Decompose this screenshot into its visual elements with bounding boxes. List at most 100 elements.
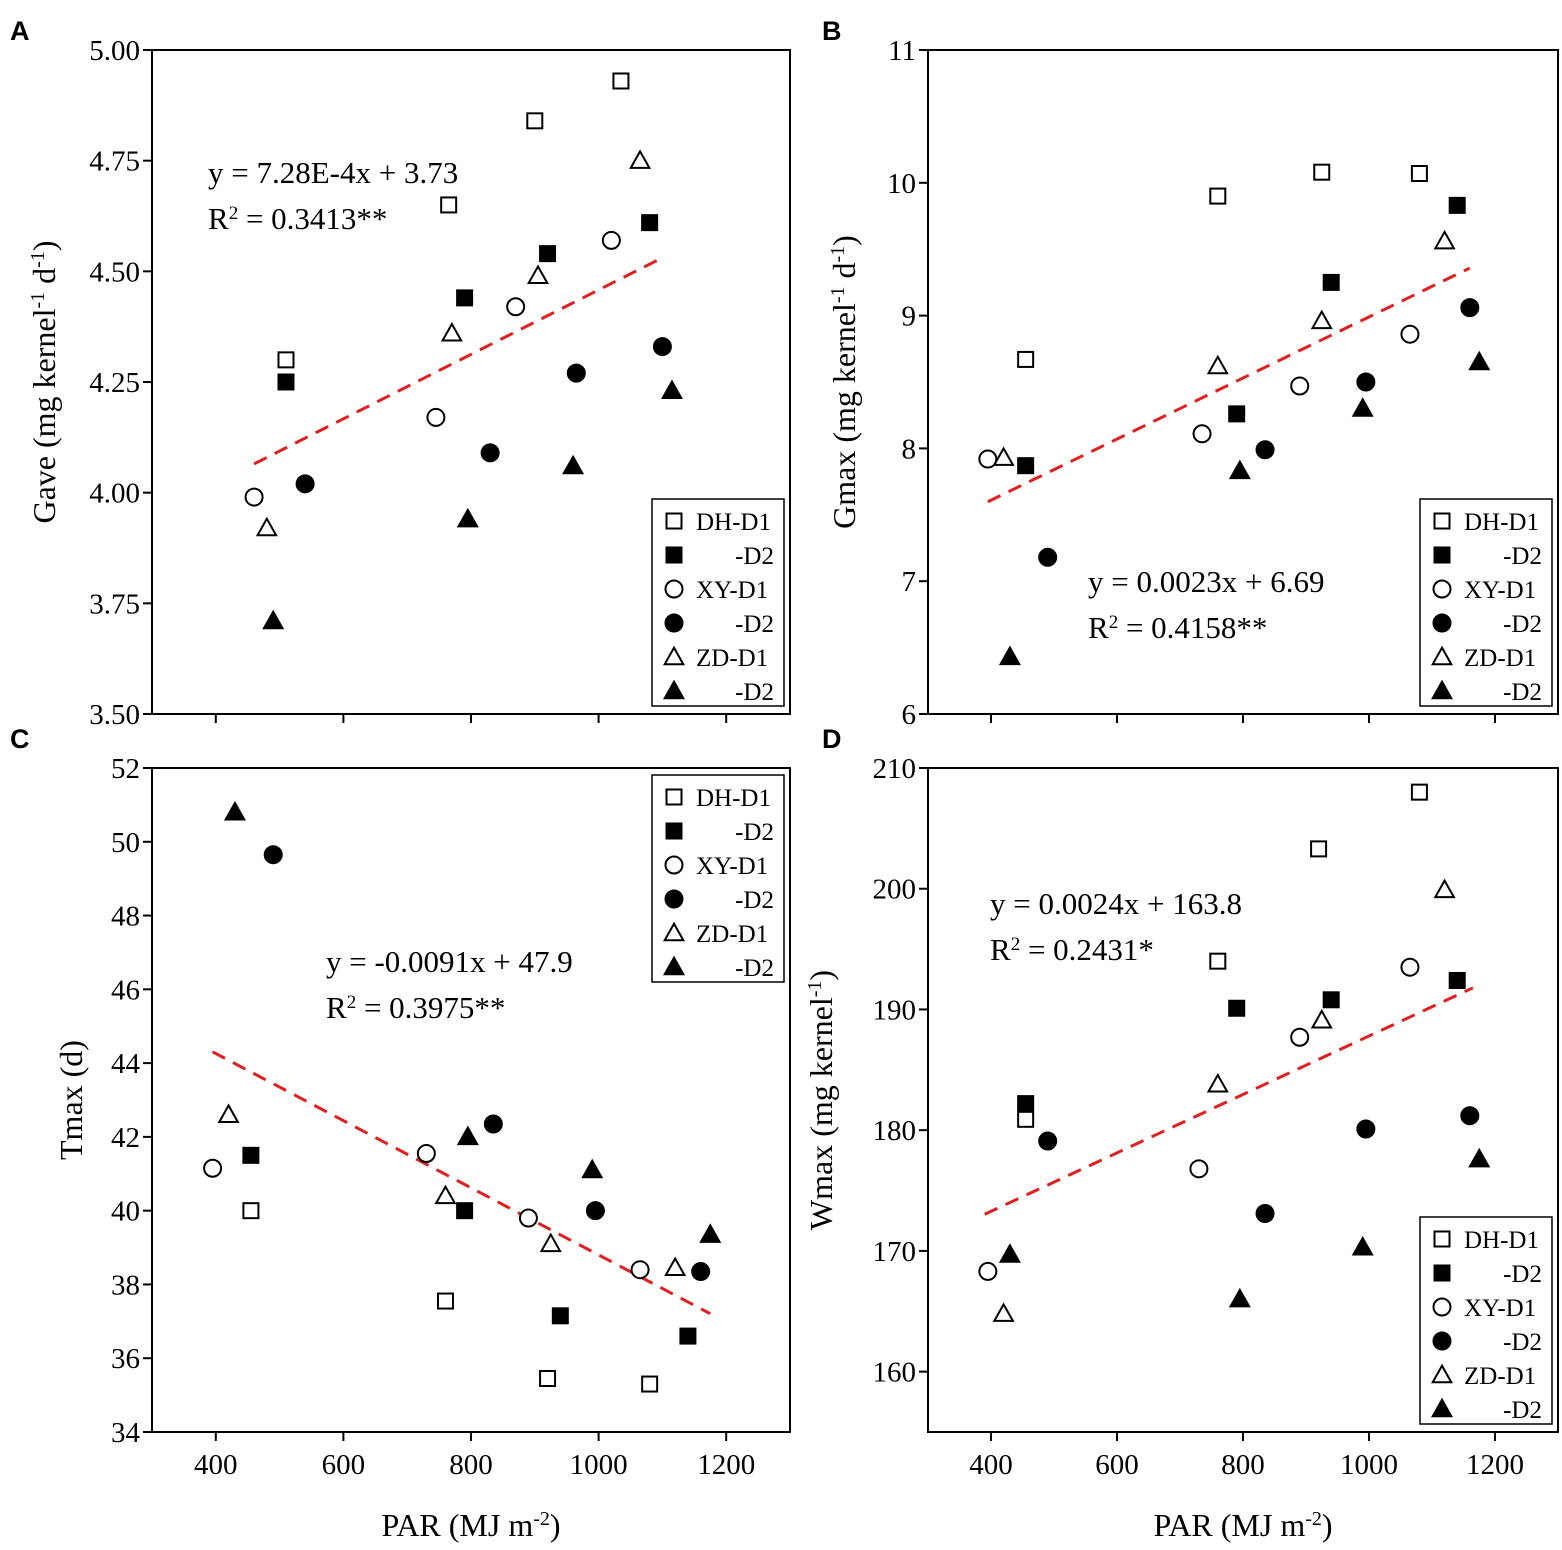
y-tick-label: 200 (873, 874, 917, 906)
r-squared-value: = 0.2431* (1020, 932, 1154, 967)
legend-marker (1430, 645, 1454, 666)
legend-label: DH-D1 (696, 785, 771, 812)
trend-line (987, 266, 1471, 504)
legend-label: -D2 (735, 887, 774, 914)
legend: DH-D1 -D2 XY-D1 -D2 ZD-D1 -D2 (651, 774, 785, 983)
y-tick-label: 36 (111, 1343, 140, 1375)
legend-marker (1430, 1397, 1454, 1418)
x-tick-label: 1000 (1340, 1449, 1398, 1481)
y-tick-label: 6 (902, 699, 917, 731)
y-tick-label: 7 (902, 566, 917, 598)
panel-d: D 160 170 180 190 200 210 400 600 800 1000 1200 Wmax… (803, 724, 1559, 1543)
regression-equation: y = 0.0023x + 6.69 (1088, 564, 1324, 599)
legend-marker (664, 579, 684, 599)
y-axis-title: Gmax (mg kernel-1 d-1) (826, 235, 862, 529)
y-tick-label: 42 (111, 1122, 140, 1154)
y-tick-label: 50 (111, 827, 140, 859)
r-squared: R2 = 0.4158** (1088, 610, 1267, 645)
data-point (1310, 840, 1328, 858)
y-axis-title: Tmax (d) (53, 1040, 89, 1160)
legend-label: ZD-D1 (1464, 1363, 1536, 1390)
data-point (539, 245, 557, 263)
x-tick-label: 600 (322, 1449, 366, 1481)
data-point (1313, 163, 1331, 181)
legend-label: DH-D1 (696, 509, 771, 536)
legend-box (651, 774, 785, 983)
y-tick-label: 5.00 (89, 35, 140, 67)
data-point (1460, 1106, 1480, 1126)
legend-label: XY-D1 (696, 577, 768, 604)
data-point (483, 1114, 503, 1134)
x-tick-label: 400 (194, 1449, 238, 1481)
data-point (641, 214, 659, 232)
data-point (426, 407, 446, 427)
data-point (1460, 298, 1480, 318)
r-squared-value: = 0.4158** (1118, 610, 1267, 645)
data-point (601, 230, 621, 250)
data-point (1290, 1027, 1310, 1047)
trend-line (984, 986, 1474, 1216)
legend-label: -D2 (735, 611, 774, 638)
legend-label: DH-D1 (1464, 509, 1539, 536)
data-point (480, 443, 500, 463)
r-squared-sup: 2 (229, 203, 239, 224)
data-point (263, 845, 283, 865)
legend-marker (1432, 579, 1452, 599)
y-axis-title-part: d (826, 262, 862, 286)
data-point (1038, 1131, 1058, 1151)
legend-label: -D2 (1503, 1261, 1542, 1288)
data-point (262, 609, 285, 630)
legend-label: XY-D1 (1464, 577, 1536, 604)
x-tick-label: 400 (969, 1449, 1013, 1481)
data-point (1192, 424, 1212, 444)
x-axis-title: PAR (MJ m-2) (381, 1507, 560, 1543)
x-tick-label: 600 (1095, 1449, 1139, 1481)
data-point (652, 337, 672, 357)
data-point (612, 72, 630, 90)
panel-letter: A (10, 16, 30, 46)
regression-equation: y = 0.0024x + 163.8 (990, 886, 1242, 921)
r-squared-sup: 2 (1011, 934, 1021, 955)
legend-marker (665, 512, 683, 530)
regression-equation: y = 7.28E-4x + 3.73 (208, 155, 458, 190)
data-point (1017, 350, 1035, 368)
data-point (992, 1302, 1015, 1322)
data-point (456, 1125, 479, 1146)
data-point (562, 454, 585, 475)
legend-label: -D2 (1503, 611, 1542, 638)
data-point (1351, 397, 1374, 417)
data-point (1322, 991, 1340, 1009)
legend-marker (665, 546, 683, 564)
y-tick-label: 4.75 (89, 146, 140, 178)
panel-a: A 3.50 3.75 4.00 4.25 4.50 4.75 5.00 Gave (mg ke… (10, 16, 791, 731)
legend-label: XY-D1 (1464, 1295, 1536, 1322)
panel-letter: B (822, 16, 842, 46)
data-point (518, 1208, 538, 1228)
legend-label: -D2 (1503, 1329, 1542, 1356)
data-point (217, 1103, 240, 1123)
y-axis-title-sup: -1 (827, 286, 849, 303)
x-axis-title-sup: -2 (1305, 1508, 1322, 1530)
regression-equation: y = -0.0091x + 47.9 (326, 944, 573, 979)
y-tick-label: 4.00 (89, 478, 140, 510)
y-axis-title-part: ) (26, 240, 62, 251)
legend-marker (1432, 1331, 1452, 1351)
legend-box (651, 498, 785, 707)
y-axis-title-part: Tmax (d) (53, 1040, 89, 1160)
data-point (242, 1202, 260, 1220)
panel-letter: C (10, 724, 30, 754)
y-axis-title-part: ) (826, 235, 862, 246)
data-point (1310, 1008, 1333, 1029)
r-squared-prefix: R (990, 932, 1011, 967)
y-axis-title-sup: -1 (27, 292, 49, 309)
data-point (506, 297, 526, 317)
x-tick-label: 800 (1221, 1449, 1265, 1481)
data-point (641, 1375, 659, 1393)
x-tick-label: 800 (449, 1449, 493, 1481)
data-point (277, 373, 295, 391)
y-axis-title-part: d (26, 268, 62, 292)
data-point (1017, 457, 1035, 475)
data-point (456, 289, 474, 307)
data-point (1468, 1147, 1491, 1168)
